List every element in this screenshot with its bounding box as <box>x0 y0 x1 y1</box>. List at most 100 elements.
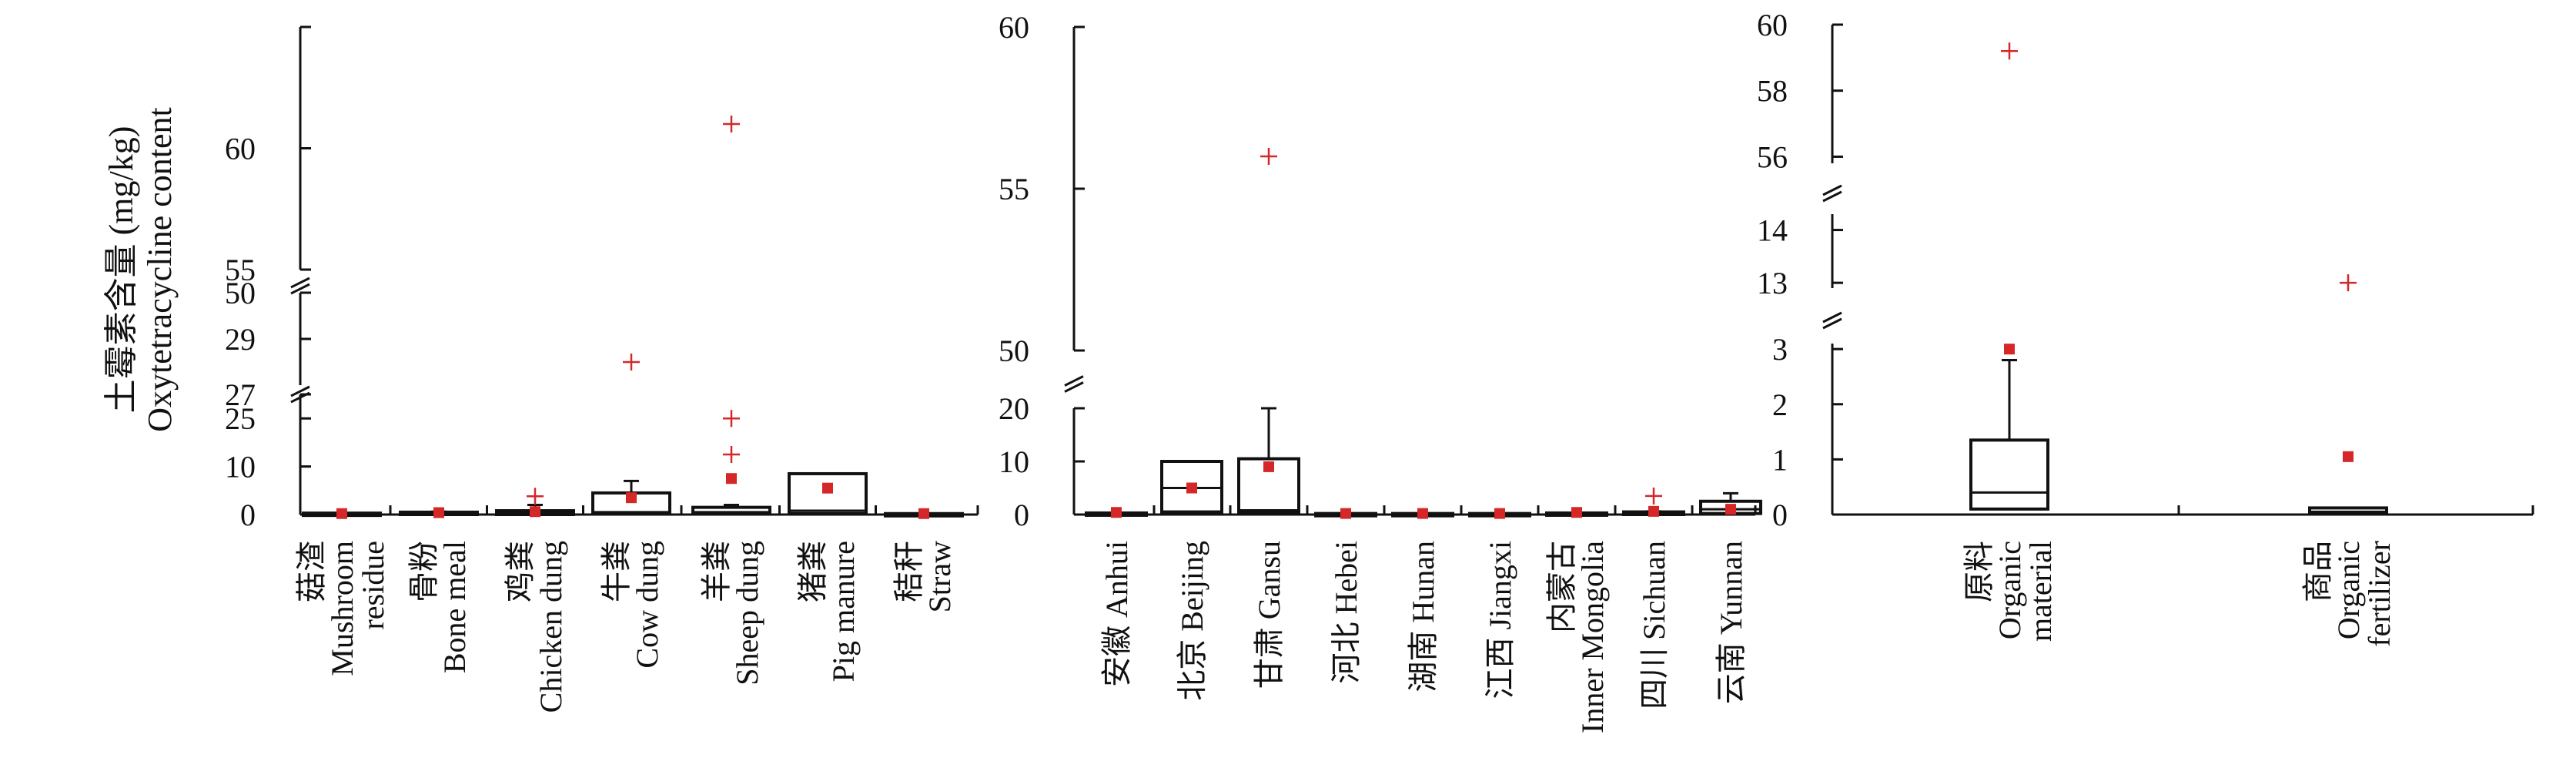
category-label-line: material <box>2023 541 2058 642</box>
axis-break-mark <box>290 277 310 295</box>
category-label-line: Straw <box>922 541 957 612</box>
mean-marker <box>1111 507 1122 518</box>
box-iqr <box>691 505 771 515</box>
box-group <box>1391 508 1454 519</box>
box-group <box>1085 507 1148 518</box>
outlier-marker <box>2001 42 2018 60</box>
category-label: 四川 Sichuan <box>1637 541 1671 709</box>
category-label-line: 江西 Jiangxi <box>1483 541 1517 699</box>
category-label: 河北 Hebei <box>1329 541 1363 684</box>
mean-marker <box>530 506 540 518</box>
category-label-line: 原料 <box>1962 541 1996 602</box>
mean-marker <box>2343 451 2354 462</box>
box-group <box>399 507 479 518</box>
outlier-marker <box>623 354 640 371</box>
outlier-marker <box>723 446 740 463</box>
category-label-line: 鸡粪 <box>503 541 537 602</box>
box-group <box>1237 148 1300 514</box>
y-tick-label: 50 <box>225 276 256 310</box>
box-group <box>1468 508 1531 519</box>
y-tick-label: 60 <box>999 10 1029 45</box>
y-tick-label: 50 <box>999 334 1029 368</box>
category-label-line: 牛粪 <box>599 541 634 602</box>
y-tick-label: 2 <box>1772 387 1788 422</box>
category-label-line: 四川 Sichuan <box>1637 541 1671 709</box>
category-label-line: 云南 Yunnan <box>1714 541 1748 704</box>
outlier-marker <box>1260 148 1277 165</box>
box-group <box>1314 508 1377 519</box>
mean-marker <box>1571 507 1582 518</box>
y-tick-label: 25 <box>225 401 256 436</box>
category-label-line: 菇渣 <box>294 541 329 602</box>
category-label-line: 猪粪 <box>795 541 830 602</box>
mean-marker <box>918 508 929 519</box>
mean-marker <box>336 508 347 519</box>
category-label-line: 河北 Hebei <box>1329 541 1363 684</box>
box-group <box>691 116 771 515</box>
y-tick-label: 0 <box>1014 498 1029 532</box>
category-label: 湖南 Hunan <box>1406 541 1440 692</box>
y-tick-label: 20 <box>999 391 1029 426</box>
category-label: 北京 Beijing <box>1175 541 1209 701</box>
y-tick-label: 55 <box>999 172 1029 206</box>
axis-break-mark <box>1822 184 1842 203</box>
mean-marker <box>1725 504 1736 515</box>
mean-marker <box>1263 461 1274 472</box>
category-label: 江西 Jiangxi <box>1483 541 1517 699</box>
category-label-line: Organic <box>1992 541 2027 639</box>
category-label-line: Chicken dung <box>534 541 568 713</box>
box-group <box>495 488 575 518</box>
y-tick-label: 55 <box>225 253 256 287</box>
category-label-line: 甘肃 Gansu <box>1252 541 1286 689</box>
box-group <box>591 354 671 515</box>
category-label-line: fertilizer <box>2362 541 2397 647</box>
y-tick-label: 0 <box>1772 498 1788 532</box>
category-label-line: 羊粪 <box>699 541 734 602</box>
outlier-marker <box>2340 274 2357 292</box>
y-tick-label: 13 <box>1757 266 1788 300</box>
axis-break-mark <box>1822 311 1842 330</box>
category-label-line: 商品 <box>2300 541 2335 602</box>
mean-marker <box>433 507 444 518</box>
category-label-line: Inner Mongolia <box>1575 541 1610 733</box>
box-group <box>1545 507 1608 518</box>
category-label-line: Pig manure <box>826 541 861 682</box>
y-tick-label: 58 <box>1757 74 1788 109</box>
mean-marker <box>822 482 833 494</box>
category-label-line: 安徽 Anhui <box>1099 541 1134 687</box>
category-label-line: Cow dung <box>630 541 664 669</box>
y-axis-title-line-1: 土霉素含量 (mg/kg) <box>102 126 140 414</box>
mean-marker <box>1186 482 1197 494</box>
y-tick-label: 56 <box>1757 139 1788 174</box>
mean-marker <box>1648 505 1659 517</box>
y-tick-label: 60 <box>225 132 256 166</box>
box-iqr <box>788 471 868 515</box>
y-tick-label: 29 <box>225 322 256 357</box>
y-tick-label: 14 <box>1757 213 1788 248</box>
category-label-line: Bone meal <box>437 541 472 673</box>
y-tick-label: 10 <box>225 450 256 485</box>
category-label-line: Sheep dung <box>730 541 764 686</box>
box-group <box>302 508 382 519</box>
category-label: 甘肃 Gansu <box>1252 541 1286 689</box>
y-tick-label: 1 <box>1772 442 1788 477</box>
category-label-line: 湖南 Hunan <box>1406 541 1440 692</box>
box-group <box>2308 274 2388 515</box>
box-group <box>1699 491 1762 515</box>
category-label-line: 内蒙古 <box>1544 541 1579 633</box>
box-group <box>1622 487 1685 517</box>
box-group <box>1969 42 2049 511</box>
mean-marker <box>2004 344 2015 355</box>
category-label-line: 骨粉 <box>406 541 441 602</box>
category-label: 云南 Yunnan <box>1714 541 1748 704</box>
